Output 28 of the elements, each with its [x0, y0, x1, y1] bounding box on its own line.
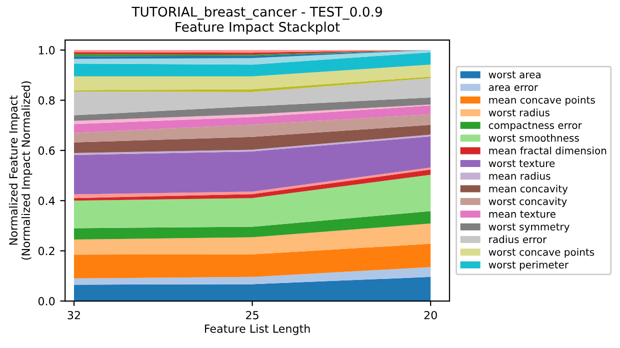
legend-label: mean texture: [489, 210, 556, 218]
legend-label: worst symmetry: [488, 223, 570, 232]
chart-title: TUTORIAL_breast_cancer - TEST_0.0.9 Feature Impact Stackplot: [132, 6, 382, 34]
legend-label: compactness error: [488, 122, 582, 131]
legend-label: worst perimeter: [488, 260, 569, 270]
legend-label: mean concave points: [489, 96, 595, 106]
y-tick-label: 0.2: [38, 246, 54, 256]
y-tick-label: 1.0: [38, 46, 55, 54]
legend-label: worst area: [488, 71, 540, 78]
y-tick-label: 0.0: [38, 296, 55, 306]
legend-label: mean concavity: [489, 184, 568, 194]
y-tick-label: 0.8: [38, 96, 55, 105]
legend-label: worst concave points: [488, 248, 594, 258]
legend-label: worst concavity: [488, 197, 567, 208]
legend-label: mean fractal dimension: [489, 146, 606, 154]
x-tick-label: 20: [424, 310, 437, 320]
x-tick-label: 25: [246, 310, 258, 320]
y-tick-label: 0.6: [38, 146, 55, 155]
x-tick-label: 32: [68, 310, 80, 320]
y-tick-label: 0.4: [38, 196, 55, 206]
legend-label: radius error: [489, 235, 547, 244]
legend-label: worst texture: [488, 160, 555, 168]
legend-label: area error: [488, 85, 538, 92]
x-axis-title: Feature List Length: [204, 324, 310, 336]
legend-label: mean radius: [489, 172, 550, 180]
legend-label: worst radius: [488, 108, 550, 116]
legend-label: worst smoothness: [488, 134, 579, 142]
y-axis-title: Normalized Feature Impact (Normalized Impact Normalized): [8, 81, 32, 260]
